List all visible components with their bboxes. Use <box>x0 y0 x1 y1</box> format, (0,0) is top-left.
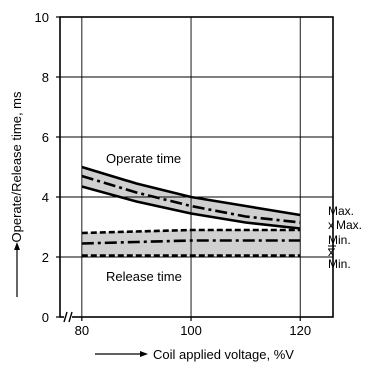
series-line-1 <box>81 165 301 217</box>
operate-mean-label: x <box>328 218 334 232</box>
release-min-label: Min. <box>328 257 351 271</box>
ticks-layer: 0 2 4 6 8 10 80 100 120 <box>35 10 312 338</box>
series-line-3 <box>81 185 301 230</box>
y-axis-title: Operate/Release time, ms <box>9 91 24 243</box>
operate-max-label: Max. <box>328 204 354 218</box>
x-tick-label: 80 <box>75 323 89 338</box>
x-axis-break <box>63 311 73 323</box>
y-axis-label: Operate/Release time, ms <box>9 91 24 243</box>
y-tick-label: 2 <box>42 250 49 265</box>
x-tick-label: 100 <box>180 323 202 338</box>
plot-frame <box>59 16 334 318</box>
release-max-label: Max. <box>336 218 362 232</box>
x-axis-arrow <box>95 351 148 357</box>
y-tick-label: 0 <box>42 310 49 325</box>
x-tick-label: 120 <box>289 323 311 338</box>
y-tick-label: 4 <box>42 190 49 205</box>
operate-time-label: Operate time <box>106 151 181 166</box>
grid-layer <box>60 17 333 317</box>
x-axis-label: Coil applied voltage, %V <box>153 347 294 362</box>
release-time-label: Release time <box>106 269 182 284</box>
y-axis-arrow <box>14 242 20 297</box>
series-line-4 <box>81 228 301 235</box>
y-tick-label: 8 <box>42 70 49 85</box>
series-layer <box>81 165 301 257</box>
series-line-5 <box>81 239 301 245</box>
y-tick-label: 6 <box>42 130 49 145</box>
y-tick-label: 10 <box>35 10 49 25</box>
release-mean-label: x <box>328 245 334 259</box>
operate-min-label: Min. <box>328 233 351 247</box>
series-line-2 <box>81 174 301 224</box>
